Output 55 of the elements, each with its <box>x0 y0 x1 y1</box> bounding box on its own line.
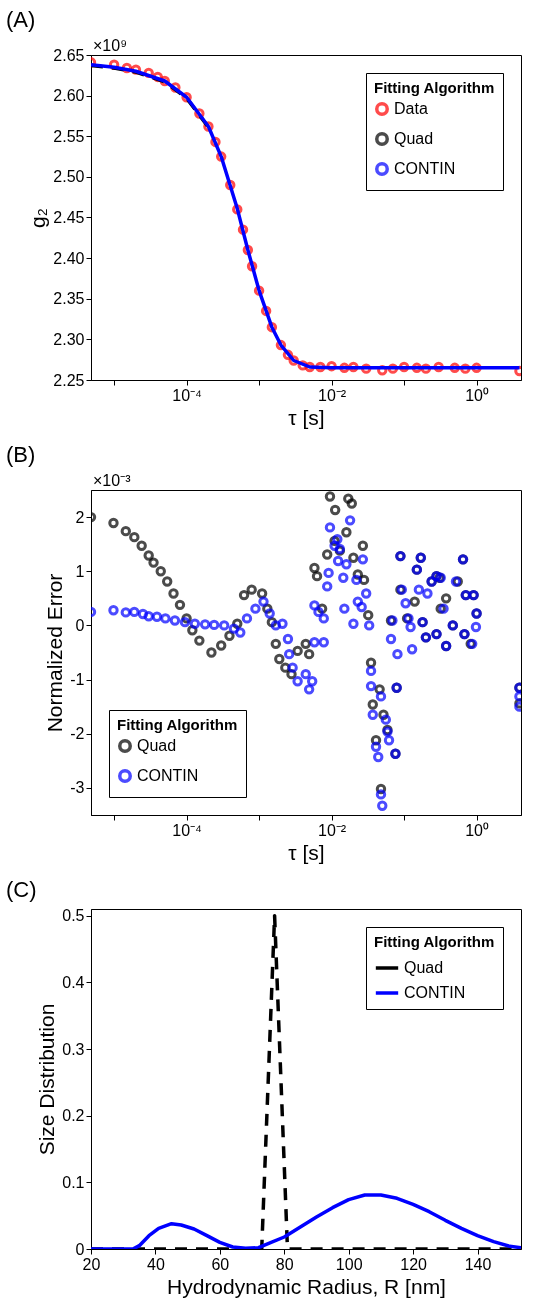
text: ×10⁻³ <box>93 472 132 489</box>
y-tick-label: 2.25 <box>53 371 85 389</box>
y-tick-label: -1 <box>70 671 85 689</box>
y-tick-label: -3 <box>70 779 85 797</box>
legend-label: CONTIN <box>137 767 199 784</box>
y-axis-title: Normalized Error <box>43 573 67 733</box>
x-tick-label: 20 <box>82 1255 101 1273</box>
y-tick-label: 2.40 <box>53 249 85 267</box>
x-tick-label: 140 <box>464 1255 492 1273</box>
y-tick-label: 0 <box>75 616 85 634</box>
y-tick-label: 0.2 <box>62 1107 85 1125</box>
y-tick-label: -2 <box>70 725 85 743</box>
legend-title: Fitting Algorithm <box>374 79 495 96</box>
legend-label: Quad <box>394 130 434 147</box>
legend-label: Quad <box>137 737 177 754</box>
y-tick-label: 0.3 <box>62 1040 85 1058</box>
y-tick-label: 2 <box>75 508 85 526</box>
y-tick-label: 2.50 <box>53 168 85 186</box>
x-tick-label: 60 <box>211 1255 230 1273</box>
legend-label: CONTIN <box>404 984 466 1001</box>
x-tick-label: 10⁻² <box>318 386 347 404</box>
x-tick-label: 10⁻⁴ <box>172 821 203 839</box>
x-axis-title: τ [s] <box>288 405 325 429</box>
x-tick-label: 10⁻⁴ <box>172 386 203 404</box>
y-tick-label: 0 <box>75 1240 85 1258</box>
y-tick-label: 0.1 <box>62 1173 85 1191</box>
legend-title: Fitting Algorithm <box>374 933 495 950</box>
x-tick-label: 40 <box>147 1255 165 1273</box>
x-tick-label: 120 <box>400 1255 428 1273</box>
x-tick-label: 10⁰ <box>465 386 489 404</box>
y-tick-label: 2.45 <box>53 209 85 226</box>
x-axis-title: Hydrodynamic Radius, R [nm] <box>167 1274 446 1298</box>
y-tick-label: 0.5 <box>62 907 85 925</box>
y-tick-label: 1 <box>75 562 85 580</box>
text: ×10⁹ <box>93 37 127 54</box>
y-tick-label: 2.65 <box>53 46 85 64</box>
y-tick-label: 2.30 <box>53 330 85 348</box>
chart-title: (C) <box>6 876 37 902</box>
x-tick-label: 100 <box>335 1255 363 1273</box>
x-axis-title: τ [s] <box>288 840 325 864</box>
x-tick-label: 10⁰ <box>465 821 489 839</box>
x-tick-label: 80 <box>275 1255 294 1273</box>
x-tick-label: 10⁻² <box>318 821 347 839</box>
legend-label: CONTIN <box>394 160 456 177</box>
y-tick-label: 2.60 <box>53 87 85 105</box>
legend-label: Data <box>394 100 428 117</box>
y-tick-label: 2.35 <box>53 290 85 308</box>
legend-label: Quad <box>404 959 444 976</box>
y-tick-label: 2.55 <box>53 127 85 145</box>
y-axis-title: g₂ <box>26 208 50 228</box>
legend-title: Fitting Algorithm <box>117 716 238 733</box>
y-tick-label: 0.4 <box>62 973 85 991</box>
chart-title: (A) <box>6 7 36 32</box>
chart-title: (B) <box>6 442 36 467</box>
y-axis-title: Size Distribution <box>35 1003 59 1156</box>
